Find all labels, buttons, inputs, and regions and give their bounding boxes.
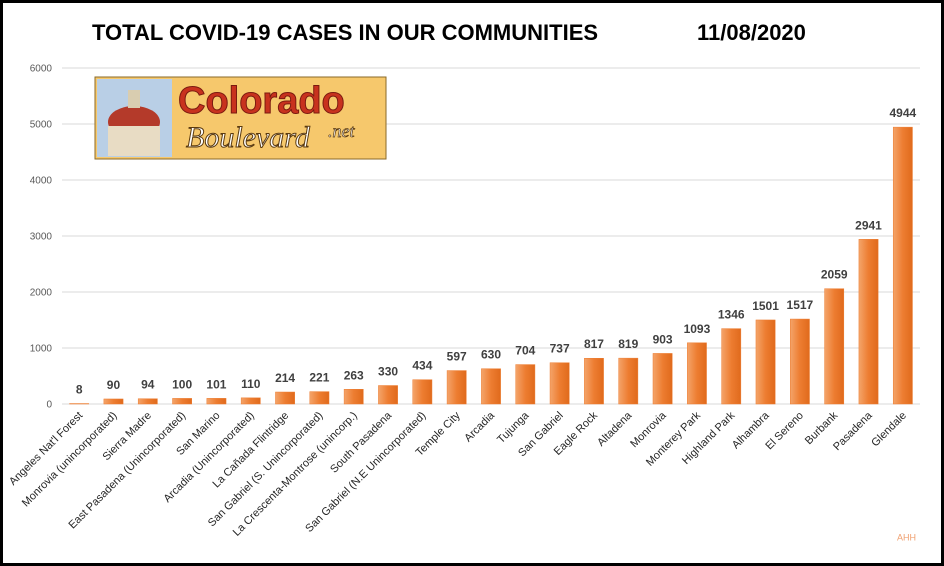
logo-line1: Colorado: [178, 80, 345, 122]
bar: [858, 239, 879, 405]
value-label: 630: [481, 348, 501, 362]
value-label: 100: [172, 377, 192, 391]
logo-building: [108, 126, 160, 156]
value-label: 737: [550, 342, 570, 356]
bar: [412, 379, 433, 405]
bar: [137, 398, 158, 405]
value-label: 1093: [684, 322, 711, 336]
value-label: 597: [447, 350, 467, 364]
bar: [515, 364, 536, 405]
value-label: 94: [141, 378, 155, 392]
value-label: 263: [344, 368, 364, 382]
bar: [240, 397, 261, 405]
bar: [206, 398, 227, 405]
logo-line2: Boulevard: [186, 121, 311, 154]
value-label: 1501: [752, 299, 779, 313]
y-tick-label: 4000: [30, 176, 53, 187]
bar: [549, 362, 570, 405]
logo-cupola: [128, 90, 140, 108]
logo: Colorado Boulevard .net: [94, 76, 387, 160]
chart-title: TOTAL COVID-19 CASES IN OUR COMMUNITIES: [92, 20, 598, 45]
logo-line3: .net: [328, 121, 355, 141]
value-label: 903: [653, 332, 673, 346]
bar: [824, 288, 845, 405]
value-label: 1517: [787, 298, 814, 312]
value-label: 819: [618, 337, 638, 351]
value-label: 110: [241, 377, 261, 391]
value-label: 2059: [821, 268, 848, 282]
bar: [584, 357, 604, 405]
value-label: 90: [107, 378, 121, 392]
value-label: 704: [515, 344, 535, 358]
value-label: 1346: [718, 308, 745, 322]
bar: [275, 391, 295, 405]
bar: [481, 368, 501, 405]
value-label: 101: [206, 377, 226, 391]
bar: [172, 398, 192, 405]
bar: [790, 318, 810, 405]
value-label: 221: [309, 371, 329, 385]
credit: AHH: [897, 532, 916, 542]
chart-date: 11/08/2020: [697, 20, 806, 45]
y-tick-label: 6000: [30, 64, 53, 75]
bar: [103, 398, 124, 405]
bar: [343, 389, 364, 405]
bar: [755, 319, 776, 405]
y-tick-label: 3000: [30, 232, 53, 243]
bar: [652, 353, 673, 405]
bar: [618, 357, 639, 405]
value-label: 8: [76, 383, 83, 397]
y-tick-label: 0: [46, 400, 52, 411]
bar: [446, 370, 467, 405]
y-tick-label: 1000: [30, 344, 53, 355]
y-tick-label: 2000: [30, 288, 53, 299]
bar: [721, 328, 742, 405]
value-label: 817: [584, 337, 604, 351]
bar: [378, 385, 398, 405]
bar: [892, 126, 913, 405]
bar: [309, 391, 330, 405]
y-tick-label: 5000: [30, 120, 53, 131]
value-label: 330: [378, 365, 398, 379]
value-label: 214: [275, 371, 295, 385]
value-label: 434: [412, 359, 432, 373]
value-label: 4944: [889, 106, 916, 120]
value-label: 2941: [855, 218, 882, 232]
bar: [687, 342, 707, 405]
